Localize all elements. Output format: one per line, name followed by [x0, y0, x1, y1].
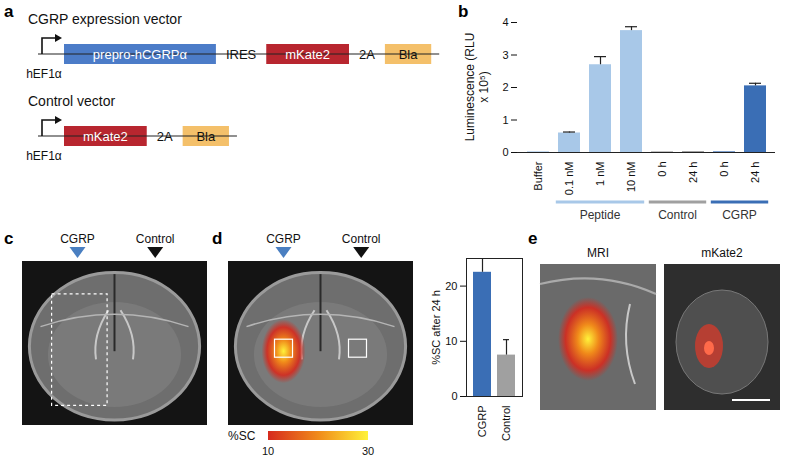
svg-text:CGRP expression vector: CGRP expression vector	[28, 11, 182, 27]
svg-text:mKate2: mKate2	[701, 246, 743, 260]
svg-text:Control: Control	[342, 232, 381, 246]
svg-text:e: e	[528, 229, 537, 248]
svg-text:Buffer: Buffer	[532, 161, 544, 190]
svg-text:IRES: IRES	[226, 47, 257, 62]
svg-text:a: a	[4, 2, 14, 21]
svg-text:10: 10	[445, 335, 457, 347]
svg-text:2: 2	[502, 81, 508, 93]
svg-text:Peptide: Peptide	[580, 208, 621, 222]
svg-text:hEF1α: hEF1α	[26, 149, 62, 163]
svg-text:2A: 2A	[157, 129, 173, 144]
svg-text:10 nM: 10 nM	[625, 162, 637, 193]
html-text:Luminescence (RLU x 10⁵): Luminescence (RLU x 10⁵)	[463, 32, 491, 142]
svg-text:hEF1α: hEF1α	[26, 67, 62, 81]
svg-text:2A: 2A	[359, 47, 375, 62]
svg-text:Control: Control	[500, 406, 512, 441]
svg-text:prepro-hCGRPα: prepro-hCGRPα	[93, 47, 188, 62]
svg-text:mKate2: mKate2	[83, 129, 128, 144]
svg-text:Bla: Bla	[399, 47, 419, 62]
svg-text:1 nM: 1 nM	[594, 162, 606, 186]
svg-text:4: 4	[502, 16, 508, 28]
svg-text:0 h: 0 h	[718, 162, 730, 177]
svg-text:Bla: Bla	[196, 129, 216, 144]
svg-text:Control: Control	[136, 232, 175, 246]
svg-text:mKate2: mKate2	[285, 47, 330, 62]
svg-text:0.1 nM: 0.1 nM	[563, 162, 575, 196]
svg-text:d: d	[212, 229, 222, 248]
svg-text:%SC after 24 h: %SC after 24 h	[430, 290, 442, 365]
svg-text:CGRP: CGRP	[476, 406, 488, 438]
svg-text:%SC: %SC	[228, 429, 256, 443]
svg-text:Control vector: Control vector	[28, 93, 115, 109]
svg-text:30: 30	[362, 445, 374, 457]
svg-text:MRI: MRI	[587, 246, 609, 260]
svg-text:CGRP: CGRP	[60, 232, 95, 246]
svg-text:3: 3	[502, 49, 508, 61]
svg-text:10: 10	[262, 445, 274, 457]
svg-text:c: c	[4, 229, 13, 248]
svg-text:0: 0	[451, 390, 457, 402]
svg-text:24 h: 24 h	[687, 162, 699, 183]
svg-text:CGRP: CGRP	[266, 232, 301, 246]
svg-text:1: 1	[502, 114, 508, 126]
svg-text:20: 20	[445, 280, 457, 292]
svg-text:Control: Control	[658, 208, 697, 222]
svg-text:CGRP: CGRP	[722, 208, 757, 222]
svg-text:0: 0	[502, 146, 508, 158]
svg-text:0 h: 0 h	[656, 162, 668, 177]
svg-text:b: b	[458, 2, 468, 21]
svg-text:24 h: 24 h	[749, 162, 761, 183]
